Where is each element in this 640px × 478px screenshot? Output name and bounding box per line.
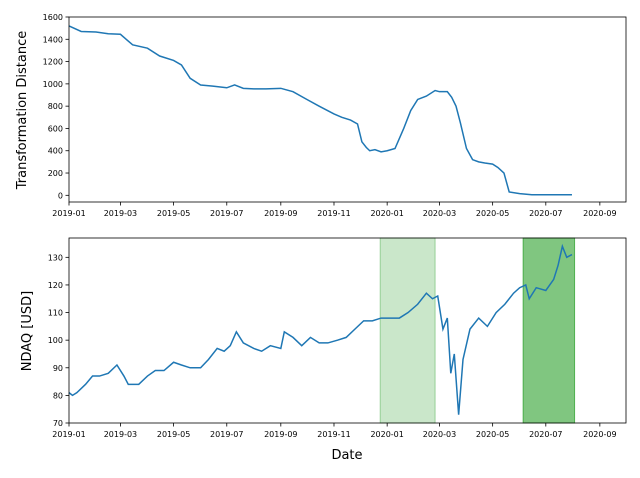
- x-tick-label: 2020-07: [529, 430, 562, 439]
- x-tick-label: 2020-03: [423, 430, 456, 439]
- x-tick-label: 2020-05: [476, 430, 509, 439]
- y-tick-label: 1600: [43, 13, 63, 22]
- x-tick-label: 2020-09: [583, 430, 616, 439]
- y-tick-label: 0: [58, 191, 63, 200]
- x-axis-label: Date: [331, 448, 362, 463]
- y-tick-label: 90: [53, 364, 63, 373]
- x-tick-label: 2019-05: [157, 209, 190, 218]
- y-tick-label: 70: [53, 419, 63, 428]
- x-tick-label: 2019-11: [317, 430, 350, 439]
- y-tick-label: 110: [48, 309, 63, 318]
- x-tick-label: 2020-03: [423, 209, 456, 218]
- shaded-spans: [379, 237, 576, 424]
- x-tick-label: 2020-01: [370, 209, 403, 218]
- y-tick-label: 600: [48, 124, 63, 133]
- y-tick-label: 200: [48, 169, 63, 178]
- x-tick-label: 2019-01: [52, 209, 85, 218]
- x-tick-label: 2019-09: [264, 209, 297, 218]
- x-tick-label: 2020-01: [370, 430, 403, 439]
- series-line-ndaq: [68, 243, 573, 415]
- y-tick-label: 120: [48, 281, 63, 290]
- y-tick-label: 100: [48, 336, 63, 345]
- y-axis-label: NDAQ [USD]: [20, 291, 35, 371]
- y-tick-label: 800: [48, 102, 63, 111]
- x-tick-label: 2020-05: [476, 209, 509, 218]
- x-tick-label: 2019-07: [210, 209, 243, 218]
- x-tick-label: 2019-03: [104, 430, 137, 439]
- y-tick-label: 1400: [43, 35, 63, 44]
- x-tick-label: 2019-05: [157, 430, 190, 439]
- plot-frame: [68, 16, 627, 203]
- x-tick-label: 2020-07: [529, 209, 562, 218]
- panel-transformation-distance: 2019-01 2019-03 2019-05 2019-07 2019-09 2019-…: [15, 13, 627, 218]
- y-tick-label: 1200: [43, 58, 63, 67]
- y-axis-label: Transformation Distance: [15, 31, 30, 191]
- x-tick-label: 2019-03: [104, 209, 137, 218]
- x-tick-label: 2019-11: [317, 209, 350, 218]
- y-tick-label: 80: [53, 391, 63, 400]
- axis-ticks: 2019-01 2019-03 2019-05 2019-07 2019-09 2019-…: [48, 253, 617, 439]
- x-tick-label: 2019-01: [52, 430, 85, 439]
- axis-ticks: 2019-01 2019-03 2019-05 2019-07 2019-09 2019-…: [43, 13, 617, 218]
- y-tick-label: 400: [48, 147, 63, 156]
- y-tick-label: 1000: [43, 80, 63, 89]
- y-tick-label: 130: [48, 253, 63, 262]
- panel-ndaq-price: 2019-01 2019-03 2019-05 2019-07 2019-09 2019-…: [20, 237, 627, 463]
- plot-frame: [68, 237, 627, 424]
- x-tick-label: 2019-07: [210, 430, 243, 439]
- series-line-transformation-distance: [68, 25, 572, 196]
- x-tick-label: 2020-09: [583, 209, 616, 218]
- shaded-span-2: [522, 237, 576, 424]
- shaded-span-1: [379, 237, 436, 424]
- x-tick-label: 2019-09: [264, 430, 297, 439]
